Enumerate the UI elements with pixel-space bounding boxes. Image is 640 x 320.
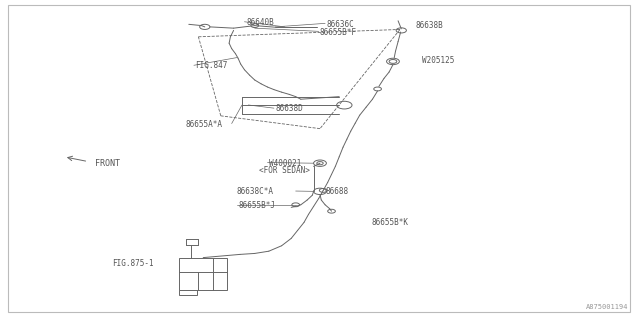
- Bar: [179, 290, 197, 295]
- Text: <FOR SEDAN>: <FOR SEDAN>: [259, 166, 310, 175]
- Text: W205125: W205125: [422, 56, 455, 65]
- Circle shape: [328, 209, 335, 213]
- Text: 86655B*F: 86655B*F: [320, 28, 357, 36]
- Text: 86638B: 86638B: [416, 21, 444, 30]
- Text: FRONT: FRONT: [95, 159, 120, 168]
- Text: 86636C: 86636C: [326, 20, 354, 28]
- Text: 86655A*A: 86655A*A: [186, 120, 223, 129]
- Circle shape: [374, 87, 381, 91]
- Bar: [179, 258, 227, 290]
- Text: 86655B*K: 86655B*K: [371, 218, 408, 227]
- Text: FIG.875-1: FIG.875-1: [112, 259, 154, 268]
- Text: W400021: W400021: [269, 159, 301, 168]
- Text: A875001194: A875001194: [586, 304, 628, 310]
- Circle shape: [389, 60, 397, 63]
- Text: 86638D: 86638D: [275, 104, 303, 113]
- Text: FIG.847: FIG.847: [195, 61, 228, 70]
- Circle shape: [292, 203, 300, 207]
- Circle shape: [319, 188, 327, 192]
- Text: 86655B*J: 86655B*J: [238, 201, 275, 210]
- Circle shape: [251, 24, 259, 28]
- Circle shape: [317, 162, 323, 165]
- Text: 86688: 86688: [325, 188, 348, 196]
- Text: 86640B: 86640B: [246, 18, 274, 27]
- Text: 86638C*A: 86638C*A: [237, 188, 274, 196]
